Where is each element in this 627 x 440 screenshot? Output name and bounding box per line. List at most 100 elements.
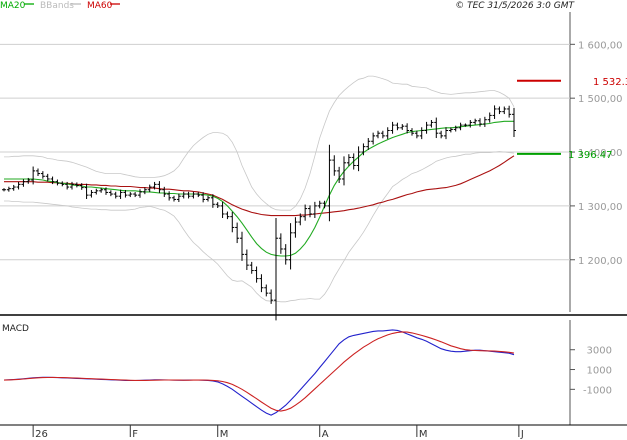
price-bar [327, 144, 332, 222]
price-bar [152, 181, 157, 190]
price-bar [167, 191, 172, 201]
price-bar [74, 182, 79, 188]
macd-title: MACD [2, 324, 29, 334]
price-bar [196, 192, 201, 198]
price-bar [298, 213, 303, 226]
time-tick-label: F [132, 429, 138, 440]
price-bar [337, 166, 342, 184]
price-bar [259, 274, 264, 293]
price-bar [50, 176, 55, 185]
price-bar [308, 205, 312, 218]
price-bar [512, 107, 516, 137]
price-bar [235, 222, 240, 244]
price-bar [351, 153, 356, 170]
price-bar [133, 192, 138, 198]
price-bar [434, 117, 439, 139]
time-tick-label: 26 [35, 429, 48, 440]
price-bar [36, 168, 40, 177]
price-bar [220, 201, 225, 219]
price-bar [11, 184, 16, 191]
legend-bbands: BBands [40, 1, 74, 11]
price-bar [312, 201, 317, 219]
price-bar [419, 127, 424, 140]
price-bar [176, 193, 181, 203]
price-bar [89, 190, 94, 198]
price-bar [21, 179, 26, 187]
price-bar [468, 119, 473, 128]
price-tick-label: 1 500,00 [578, 94, 623, 105]
copyright-credit: © TEC 31/5/2026 3:0 GMT [455, 1, 575, 11]
price-bar [283, 244, 288, 265]
price-bar [244, 249, 249, 270]
price-bar [478, 118, 482, 127]
price-bar [254, 266, 259, 283]
price-bar [104, 187, 108, 195]
price-bar [342, 156, 346, 186]
price-bar [230, 211, 235, 233]
price-bar [45, 173, 50, 182]
price-bar [186, 191, 191, 199]
price-bar [79, 183, 84, 190]
legend-ma60: MA60 [87, 1, 113, 11]
price-bar [162, 186, 167, 197]
price-bar [497, 106, 502, 115]
price-tick-label: 1 400,00 [578, 148, 623, 159]
macd-line [3, 329, 515, 416]
price-bar [215, 202, 220, 208]
price-bar [6, 186, 11, 192]
price-bar [424, 121, 429, 134]
price-tick-label: 1 200,00 [578, 256, 623, 267]
price-bar [157, 181, 162, 193]
time-tick-label: A [322, 429, 329, 440]
price-bar [278, 233, 283, 254]
price-bar [429, 119, 434, 128]
price-bar [453, 125, 458, 132]
support-level-label: 1 396.47 [568, 150, 613, 161]
macd-tick-label: -1000 [583, 385, 612, 396]
price-bar [181, 191, 186, 199]
price-bar [123, 190, 128, 198]
price-bar [414, 130, 419, 139]
price-bar [487, 112, 492, 123]
bbands-upper-line [4, 75, 515, 211]
price-tick-label: 1 600,00 [578, 40, 623, 51]
price-panel: 1 600,00 1 500,00 1 400,00 1 300,00 1 200,00… [0, 12, 627, 321]
price-bar [142, 187, 147, 195]
bbands-lower-line [4, 151, 515, 303]
price-bar [366, 138, 371, 150]
price-bar [502, 106, 507, 115]
price-bar [113, 191, 118, 199]
price-bar [118, 189, 123, 199]
price-bar [303, 204, 308, 221]
price-bar [473, 118, 478, 125]
price-bar [60, 181, 65, 187]
macd-tick-label: 3000 [587, 346, 612, 357]
time-tick-label: J [520, 429, 524, 440]
price-bar [249, 261, 254, 274]
ma20-line [4, 120, 514, 257]
price-bar [400, 124, 405, 130]
chart-legend: MA20 BBands MA60 [0, 1, 120, 11]
price-bar [371, 132, 376, 145]
legend-ma20: MA20 [0, 1, 26, 11]
macd-signal-line [3, 331, 515, 412]
macd-panel: 3000 1000 -1000 26 F M A M J [0, 320, 627, 440]
price-bar [138, 189, 142, 198]
price-bar [361, 143, 366, 156]
price-bar [191, 191, 196, 199]
price-bar [444, 127, 448, 140]
price-bar [210, 194, 215, 208]
price-bar [269, 289, 274, 304]
price-bar [332, 155, 337, 176]
price-bar [395, 122, 400, 131]
price-bars [2, 105, 516, 321]
price-bar [16, 181, 21, 190]
price-bar [293, 217, 298, 238]
price-bar [2, 188, 6, 192]
ma60-line [4, 155, 515, 217]
price-bar [482, 116, 487, 127]
price-bar [108, 190, 113, 197]
price-bar [225, 211, 230, 220]
price-bar [356, 146, 361, 172]
